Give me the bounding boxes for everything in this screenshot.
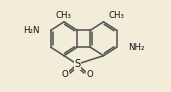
Text: NH₂: NH₂: [128, 43, 145, 52]
Text: H₂N: H₂N: [23, 26, 40, 35]
Text: CH₃: CH₃: [109, 11, 125, 20]
Text: S: S: [74, 59, 80, 69]
Text: CH₃: CH₃: [56, 11, 72, 20]
Text: O: O: [86, 70, 93, 79]
Text: O: O: [61, 70, 68, 79]
